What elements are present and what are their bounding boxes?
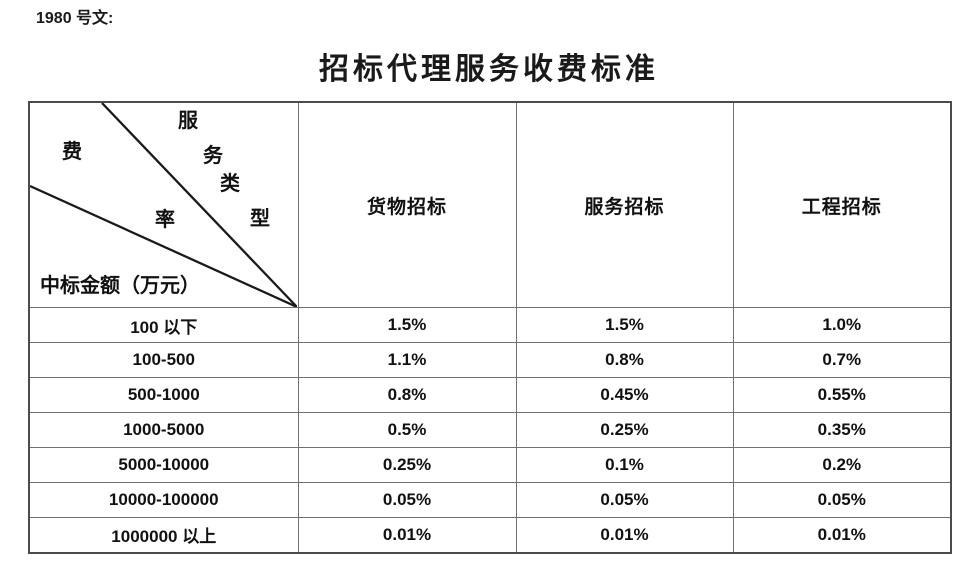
fee-rate-cell: 0.25% bbox=[515, 412, 734, 448]
fee-rate-cell: 1.5% bbox=[515, 307, 734, 343]
fee-rate-cell: 0.01% bbox=[515, 517, 734, 553]
diagonal-line-lower bbox=[30, 184, 297, 307]
corner-rate-char: 费 bbox=[62, 141, 82, 163]
corner-cell-content: 服 务 类 型 费 率 中标金额（万元） bbox=[30, 103, 297, 307]
fee-rate-cell: 0.01% bbox=[297, 517, 517, 553]
fee-rate-cell: 0.1% bbox=[515, 447, 734, 483]
document-ref-label: 1980 号文: bbox=[36, 10, 114, 27]
table-row: 10000-100000 0.05% 0.05% 0.05% bbox=[28, 482, 952, 518]
fee-rate-cell: 1.5% bbox=[297, 307, 517, 343]
fee-rate-cell: 0.25% bbox=[297, 447, 517, 483]
fee-rate-cell: 0.8% bbox=[297, 377, 517, 413]
diagonal-line-upper bbox=[101, 103, 297, 307]
row-header-amount-range: 500-1000 bbox=[28, 377, 299, 413]
table-row: 1000-5000 0.5% 0.25% 0.35% bbox=[28, 412, 952, 448]
corner-diagonal-lines bbox=[30, 103, 297, 307]
row-header-amount-range: 10000-100000 bbox=[28, 482, 299, 518]
fee-rate-cell: 0.45% bbox=[515, 377, 734, 413]
fee-rate-cell: 0.05% bbox=[297, 482, 517, 518]
table-row: 5000-10000 0.25% 0.1% 0.2% bbox=[28, 447, 952, 483]
fee-rate-cell: 0.05% bbox=[732, 482, 952, 518]
table-corner-cell: 服 务 类 型 费 率 中标金额（万元） bbox=[28, 101, 299, 308]
corner-amount-label: 中标金额（万元） bbox=[40, 275, 200, 297]
corner-service-type-char: 类 bbox=[220, 173, 240, 195]
row-header-amount-range: 100-500 bbox=[28, 342, 299, 378]
corner-service-type-char: 型 bbox=[250, 208, 270, 230]
row-header-amount-range: 100 以下 bbox=[28, 307, 299, 343]
row-header-amount-range: 5000-10000 bbox=[28, 447, 299, 483]
corner-rate-char: 率 bbox=[155, 209, 175, 231]
fee-rate-cell: 0.35% bbox=[732, 412, 952, 448]
fee-rate-cell: 0.8% bbox=[515, 342, 734, 378]
table-header-row: 服 务 类 型 费 率 中标金额（万元） 货物招标 服务招标 工程招标 bbox=[28, 101, 952, 308]
corner-service-type-char: 务 bbox=[203, 145, 223, 167]
table-row: 100 以下 1.5% 1.5% 1.0% bbox=[28, 307, 952, 343]
column-header-goods-tender: 货物招标 bbox=[297, 101, 517, 308]
fee-rate-cell: 0.01% bbox=[732, 517, 952, 553]
table-row: 500-1000 0.8% 0.45% 0.55% bbox=[28, 377, 952, 413]
column-header-works-tender: 工程招标 bbox=[732, 101, 952, 308]
fee-rate-cell: 0.55% bbox=[732, 377, 952, 413]
row-header-amount-range: 1000-5000 bbox=[28, 412, 299, 448]
table-row: 100-500 1.1% 0.8% 0.7% bbox=[28, 342, 952, 378]
fee-rate-cell: 1.1% bbox=[297, 342, 517, 378]
fee-standard-table: 服 务 类 型 费 率 中标金额（万元） 货物招标 服务招标 工程招标 100 … bbox=[28, 101, 952, 554]
table-row: 1000000 以上 0.01% 0.01% 0.01% bbox=[28, 517, 952, 553]
page-title: 招标代理服务收费标准 bbox=[319, 53, 659, 86]
corner-service-type-char: 服 bbox=[178, 110, 198, 132]
fee-rate-cell: 0.7% bbox=[732, 342, 952, 378]
fee-rate-cell: 1.0% bbox=[732, 307, 952, 343]
fee-rate-cell: 0.2% bbox=[732, 447, 952, 483]
row-header-amount-range: 1000000 以上 bbox=[28, 517, 299, 553]
fee-rate-cell: 0.5% bbox=[297, 412, 517, 448]
fee-rate-cell: 0.05% bbox=[515, 482, 734, 518]
column-header-service-tender: 服务招标 bbox=[515, 101, 734, 308]
